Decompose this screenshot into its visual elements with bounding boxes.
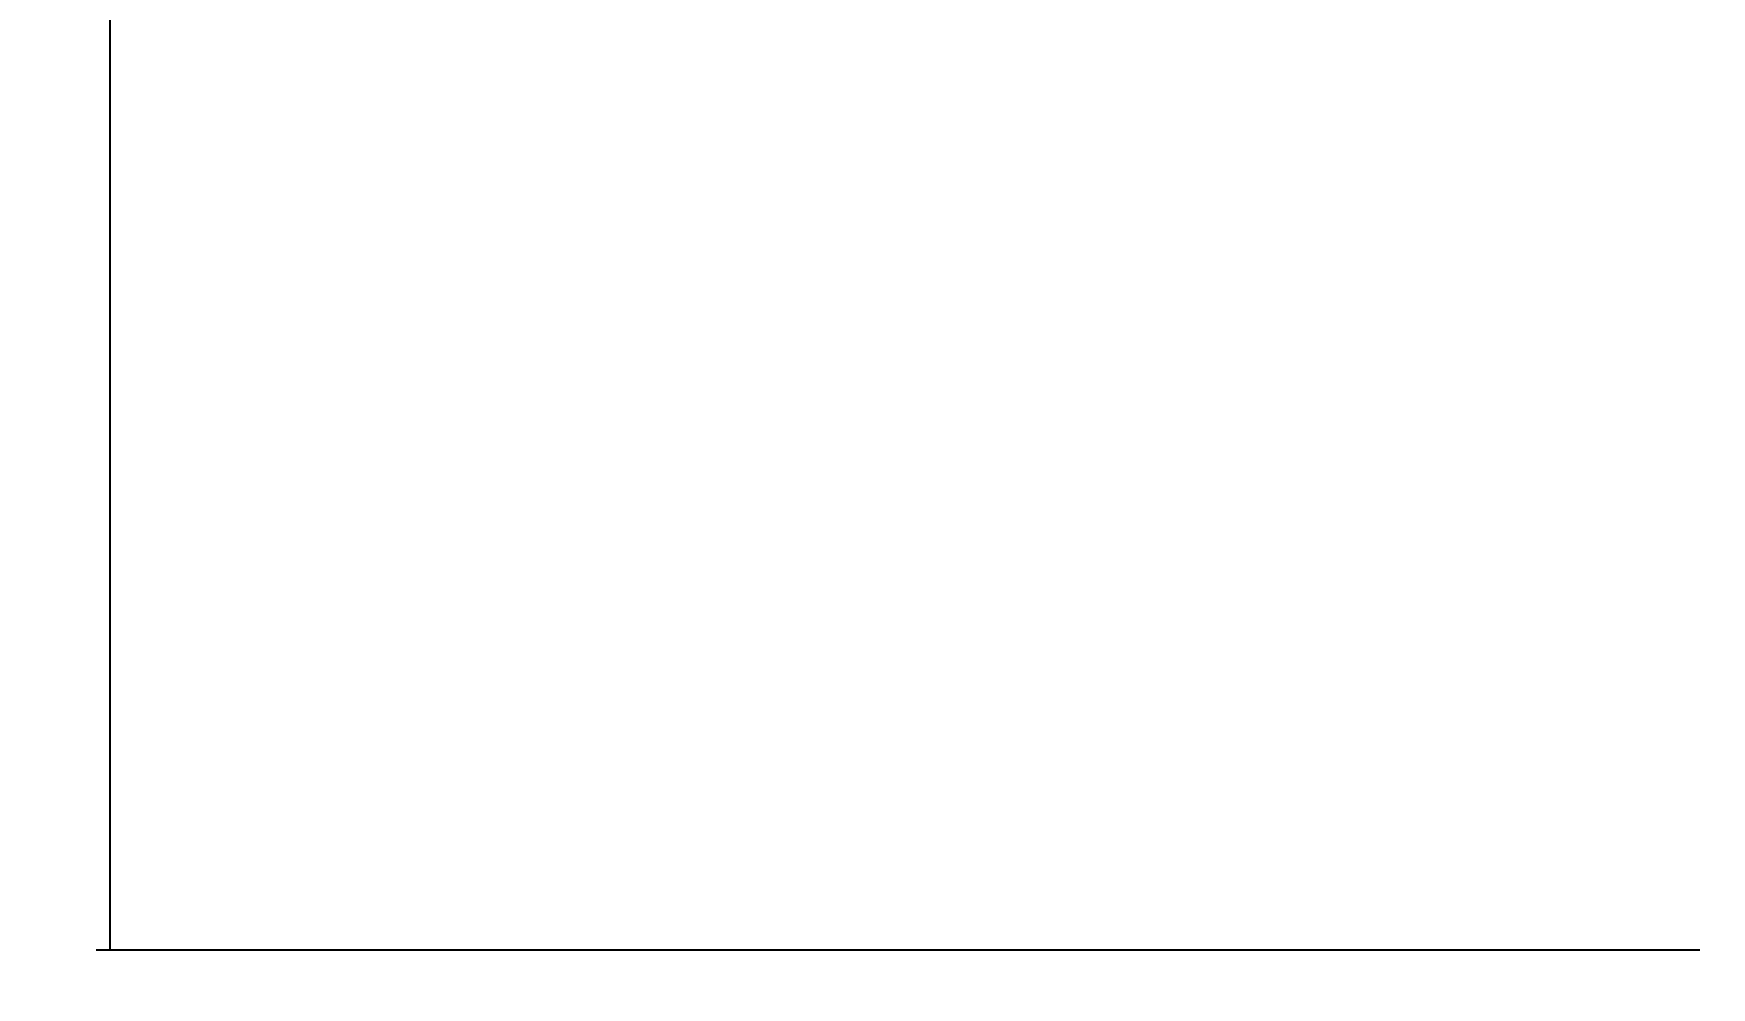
chart-bg: [0, 0, 1745, 1021]
bar-chart: [0, 0, 1745, 1021]
chart-container: [0, 0, 1745, 1021]
